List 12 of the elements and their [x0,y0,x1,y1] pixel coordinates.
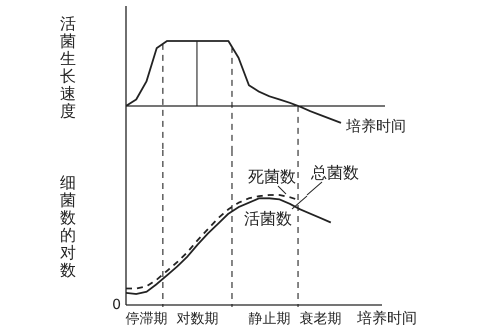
legend-label: 活菌数 [244,209,292,228]
y-axis-title: 活菌生长速度 [60,14,76,120]
x-tick-label: 对数期 [176,311,219,327]
series-label: 总菌数 [310,163,359,182]
y-axis-title: 细菌数的对数 [60,173,76,280]
text: 死菌数 [248,167,296,186]
x-tick-label: 停滞期 [125,311,168,327]
x-axis-title: 培养时间 [345,117,406,135]
x-tick-label: 衰老期 [300,311,342,327]
text: 0 [112,297,121,313]
x-tick-label: 静止期 [248,311,290,327]
x-axis-title: 培养时间 [356,309,417,327]
